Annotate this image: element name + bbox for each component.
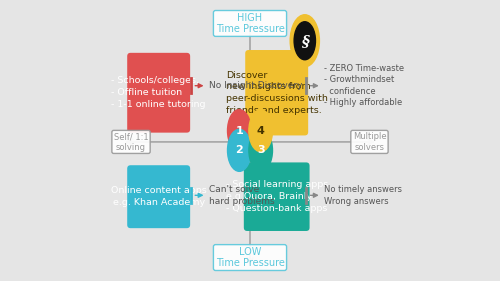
Text: No timely answers
Wrong answers: No timely answers Wrong answers	[324, 185, 402, 205]
Ellipse shape	[228, 110, 251, 152]
Ellipse shape	[249, 110, 272, 152]
Ellipse shape	[249, 129, 272, 171]
Text: Self/ 1:1
solving: Self/ 1:1 solving	[114, 132, 148, 152]
Text: HIGH
Time Pressure: HIGH Time Pressure	[216, 13, 284, 34]
Text: 4: 4	[256, 126, 264, 136]
Text: No Insight Discovery: No Insight Discovery	[210, 81, 303, 90]
Text: 1: 1	[236, 126, 243, 136]
Text: 2: 2	[236, 145, 243, 155]
Text: Online content apps
e.g. Khan Academy: Online content apps e.g. Khan Academy	[111, 186, 206, 207]
Text: Discover
new insights from
peer-discussions with
friends and experts.: Discover new insights from peer-discussi…	[226, 71, 328, 115]
Text: §: §	[301, 34, 309, 48]
Text: - Social learning apps
e.g Quora, Brainly
- Question-bank apps: - Social learning apps e.g Quora, Brainl…	[226, 180, 328, 213]
FancyBboxPatch shape	[245, 50, 308, 135]
Ellipse shape	[290, 15, 320, 67]
Ellipse shape	[228, 129, 251, 171]
FancyBboxPatch shape	[127, 53, 190, 133]
Text: LOW
Time Pressure: LOW Time Pressure	[216, 247, 284, 268]
Text: Can't solve
hard problems: Can't solve hard problems	[210, 185, 275, 205]
Text: - ZERO Time-waste
- Growthmindset
  confidence
- Highly affordable: - ZERO Time-waste - Growthmindset confid…	[324, 64, 404, 107]
Text: - Schools/colleges,
- Offline tuition
- 1-1 online tutoring: - Schools/colleges, - Offline tuition - …	[112, 76, 206, 109]
FancyBboxPatch shape	[127, 165, 190, 228]
FancyBboxPatch shape	[244, 162, 310, 231]
Text: 3: 3	[257, 145, 264, 155]
Text: Multiple
solvers: Multiple solvers	[352, 132, 386, 152]
Ellipse shape	[294, 22, 316, 60]
